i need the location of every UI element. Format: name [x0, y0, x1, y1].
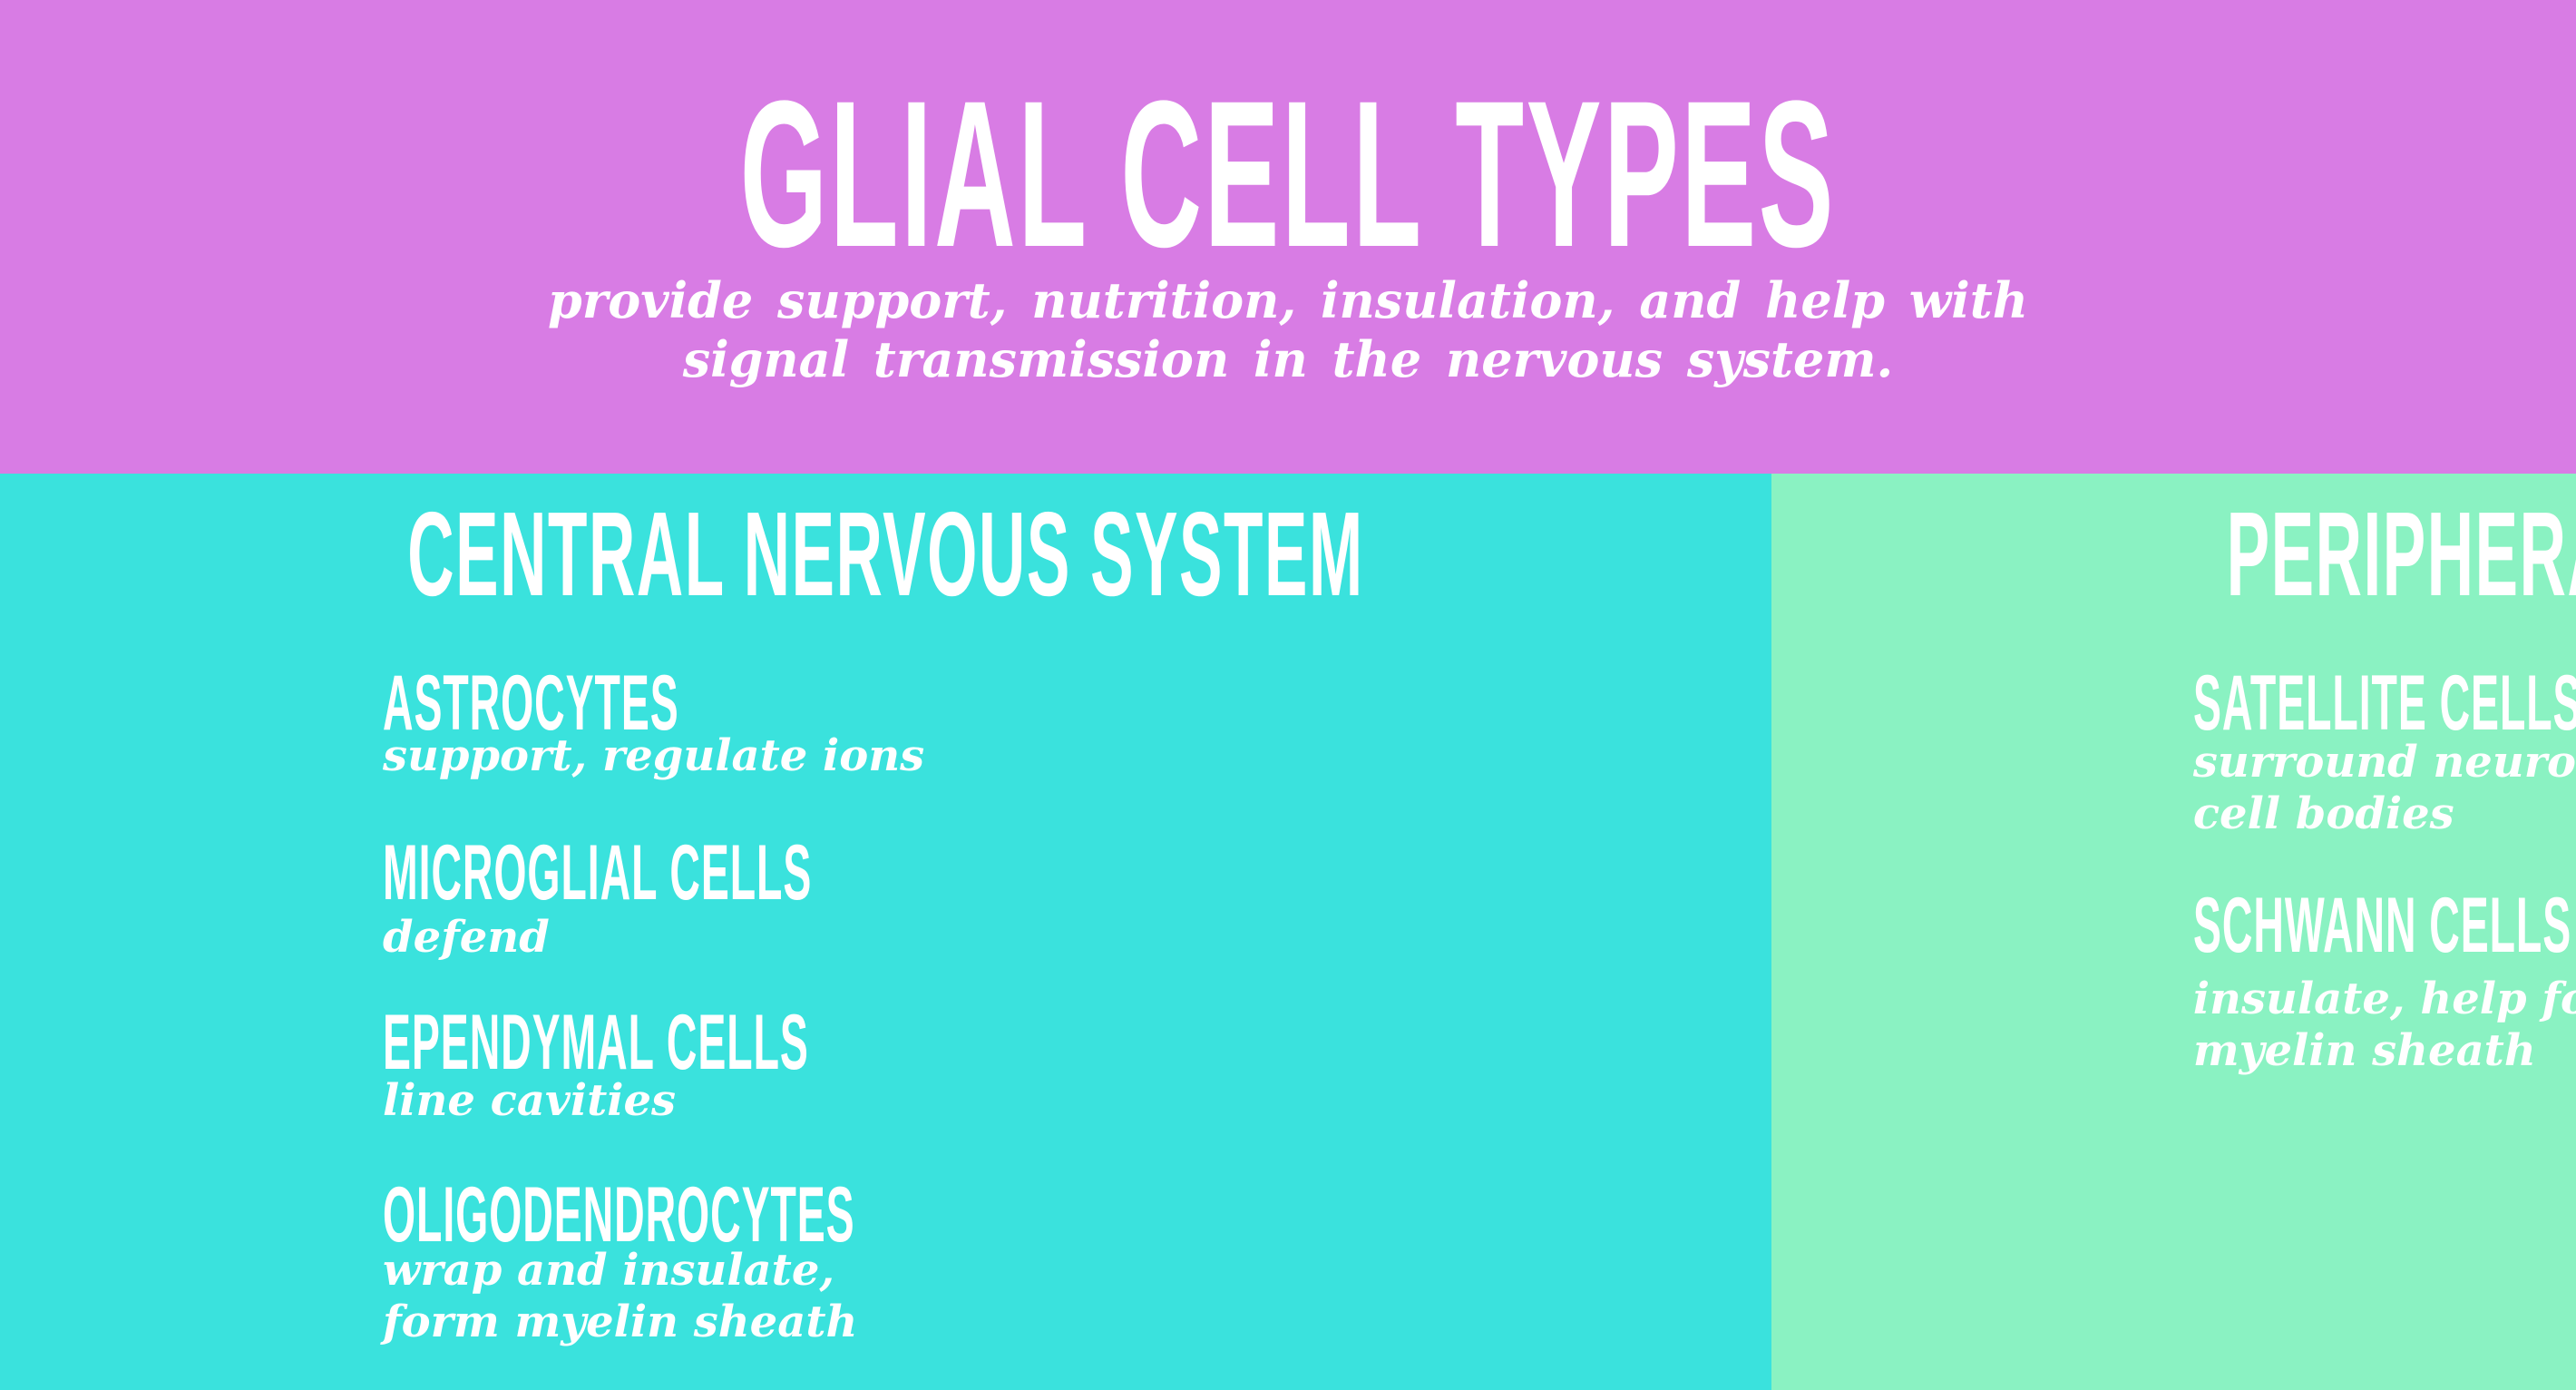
header: GLIAL CELL TYPES provide support, nutrit… [0, 0, 2576, 474]
cell-type-description: wrap and insulate, form myelin sheath [383, 1245, 858, 1347]
cell-type-name: SCHWANN CELLS [2192, 882, 2571, 969]
cns-panel-title: CENTRAL NERVOUS SYSTEM [0, 494, 1771, 614]
list-item-microglial-cells: MICROGLIAL CELLS defend [383, 834, 1771, 964]
list-item-schwann-cells: SCHWANN CELLS insulate, help form myelin… [2193, 886, 2576, 1077]
cell-type-name: OLIGODENDROCYTES [383, 1171, 855, 1258]
cell-type-name: MICROGLIAL CELLS [383, 829, 813, 916]
list-item-oligodendrocytes: OLIGODENDROCYTES wrap and insulate, form… [383, 1176, 1771, 1348]
pns-panel-title: PERIPHERAL NERVOUS SYSTEM [1771, 494, 2576, 614]
page-title-text: GLIAL CELL TYPES [739, 57, 1837, 290]
panel-central-nervous-system: CENTRAL NERVOUS SYSTEM ASTROCYTES suppor… [0, 474, 1771, 1390]
list-item-astrocytes: ASTROCYTES support, regulate ions [383, 664, 1771, 782]
cell-type-name: EPENDYMAL CELLS [383, 999, 809, 1086]
cns-items: ASTROCYTES support, regulate ions MICROG… [383, 664, 1771, 1348]
cell-type-description: insulate, help form myelin sheath [2192, 974, 2576, 1076]
pns-panel-title-text: PERIPHERAL NERVOUS SYSTEM [2226, 487, 2576, 621]
cell-type-name: SATELLITE CELLS [2192, 660, 2576, 747]
cell-type-description: support, regulate ions [383, 730, 925, 781]
cell-type-description: line cavities [383, 1075, 677, 1126]
panel-peripheral-nervous-system: PERIPHERAL NERVOUS SYSTEM SATELLITE CELL… [1771, 474, 2576, 1390]
cell-type-name: ASTROCYTES [383, 660, 679, 747]
list-item-ependymal-cells: EPENDYMAL CELLS line cavities [383, 1003, 1771, 1127]
pns-items: SATELLITE CELLS surround neuron cell bod… [2193, 664, 2576, 1077]
cell-type-description: defend [383, 912, 550, 963]
page-title: GLIAL CELL TYPES [0, 70, 2576, 279]
columns: CENTRAL NERVOUS SYSTEM ASTROCYTES suppor… [0, 474, 2576, 1390]
list-item-satellite-cells: SATELLITE CELLS surround neuron cell bod… [2193, 664, 2576, 840]
cns-panel-title-text: CENTRAL NERVOUS SYSTEM [407, 487, 1364, 621]
page-subtitle: provide support, nutrition, insulation, … [548, 271, 2028, 388]
cell-type-description: surround neuron cell bodies [2192, 737, 2576, 839]
